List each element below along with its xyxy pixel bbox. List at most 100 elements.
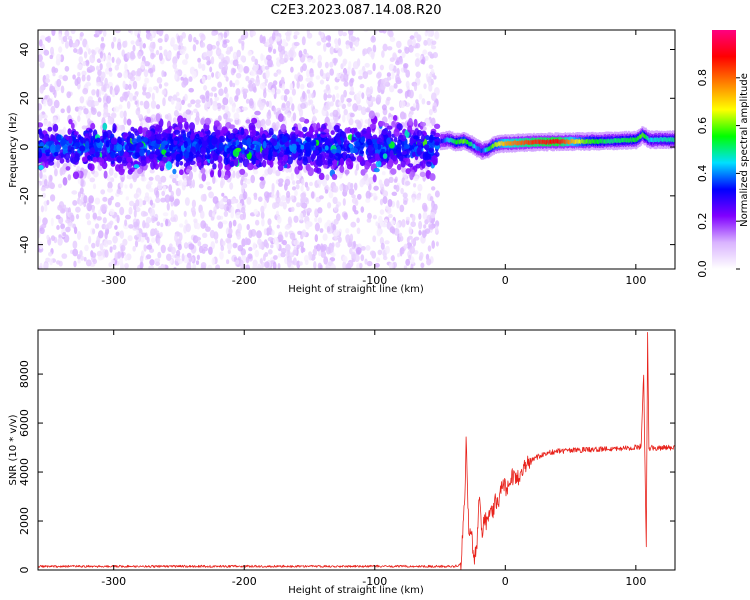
band-cell: [80, 137, 86, 144]
noise-cell: [128, 92, 134, 102]
noise-cell: [279, 50, 284, 59]
noise-cell: [259, 258, 263, 265]
noise-cell: [370, 35, 377, 43]
noise-cell: [281, 102, 286, 109]
noise-cell: [51, 30, 56, 36]
noise-cell: [235, 259, 240, 265]
band-cell: [262, 140, 267, 149]
noise-cell: [309, 181, 313, 187]
noise-cell: [400, 187, 404, 195]
band-cell: [126, 162, 132, 170]
noise-cell: [426, 258, 432, 266]
noise-cell: [318, 195, 324, 200]
noise-cell: [225, 237, 232, 244]
noise-cell: [235, 211, 242, 219]
noise-cell: [379, 220, 385, 228]
noise-cell: [163, 82, 169, 87]
noise-cell: [148, 176, 154, 181]
noise-cell: [232, 59, 239, 67]
noise-cell: [388, 213, 393, 219]
noise-cell: [188, 87, 194, 93]
noise-cell: [263, 199, 267, 209]
noise-cell: [96, 88, 100, 98]
trace-cell: [530, 140, 532, 145]
noise-cell: [324, 189, 329, 194]
noise-cell: [366, 70, 373, 75]
noise-cell: [103, 106, 109, 116]
trace-cell: [535, 139, 538, 144]
noise-cell: [232, 51, 238, 60]
noise-cell: [94, 197, 101, 205]
band-cell: [391, 120, 396, 128]
noise-cell: [426, 100, 431, 106]
band-cell: [246, 137, 252, 146]
noise-cell: [73, 48, 78, 53]
noise-cell: [96, 58, 102, 63]
noise-cell: [300, 196, 306, 204]
noise-cell: [211, 86, 217, 92]
noise-cell: [326, 246, 331, 255]
noise-cell: [241, 42, 245, 51]
noise-cell: [161, 89, 167, 96]
noise-cell: [106, 239, 112, 245]
noise-cell: [364, 119, 369, 124]
band-cell: [334, 152, 341, 161]
noise-cell: [128, 84, 132, 91]
noise-cell: [419, 252, 424, 259]
band-cell: [217, 169, 222, 178]
noise-cell: [217, 81, 223, 88]
noise-cell: [219, 251, 224, 260]
noise-cell: [83, 195, 88, 204]
noise-cell: [241, 185, 245, 194]
noise-cell: [196, 254, 200, 261]
noise-cell: [273, 255, 278, 260]
noise-cell: [255, 77, 261, 87]
noise-cell: [195, 39, 199, 45]
band-cell: [419, 171, 426, 178]
noise-cell: [423, 39, 428, 46]
band-cell: [179, 169, 184, 176]
noise-cell: [226, 259, 230, 265]
noise-cell: [253, 194, 258, 201]
band-cell: [339, 165, 345, 173]
noise-cell: [99, 51, 103, 59]
noise-cell: [334, 85, 339, 90]
noise-cell: [185, 223, 191, 233]
noise-cell: [119, 257, 123, 267]
noise-cell: [354, 39, 360, 47]
band-cell: [201, 140, 208, 149]
noise-cell: [113, 106, 120, 113]
noise-cell: [136, 67, 142, 77]
noise-cell: [176, 249, 181, 257]
noise-cell: [246, 196, 252, 205]
band-cell: [254, 110, 261, 116]
band-cell: [60, 137, 66, 147]
band-cell: [248, 122, 256, 131]
band-cell: [200, 146, 207, 155]
noise-cell: [170, 216, 177, 222]
band-cell: [154, 149, 161, 156]
noise-cell: [285, 106, 291, 112]
noise-cell: [174, 233, 178, 243]
noise-cell: [377, 249, 383, 256]
noise-cell: [266, 100, 270, 107]
noise-cell: [106, 175, 111, 181]
band-cell: [62, 145, 68, 150]
band-cell: [258, 153, 263, 163]
noise-cell: [296, 202, 301, 208]
noise-cell: [130, 54, 136, 60]
noise-cell: [238, 38, 242, 44]
noise-cell: [77, 72, 81, 77]
noise-cell: [228, 220, 233, 229]
noise-cell: [41, 192, 46, 199]
noise-cell: [289, 82, 294, 91]
noise-cell: [398, 57, 403, 65]
noise-cell: [295, 180, 301, 185]
noise-cell: [114, 202, 121, 208]
noise-cell: [47, 98, 53, 107]
noise-cell: [408, 254, 412, 261]
noise-cell: [427, 30, 432, 37]
noise-cell: [221, 192, 225, 197]
band-cell: [381, 161, 386, 166]
noise-cell: [122, 91, 128, 101]
